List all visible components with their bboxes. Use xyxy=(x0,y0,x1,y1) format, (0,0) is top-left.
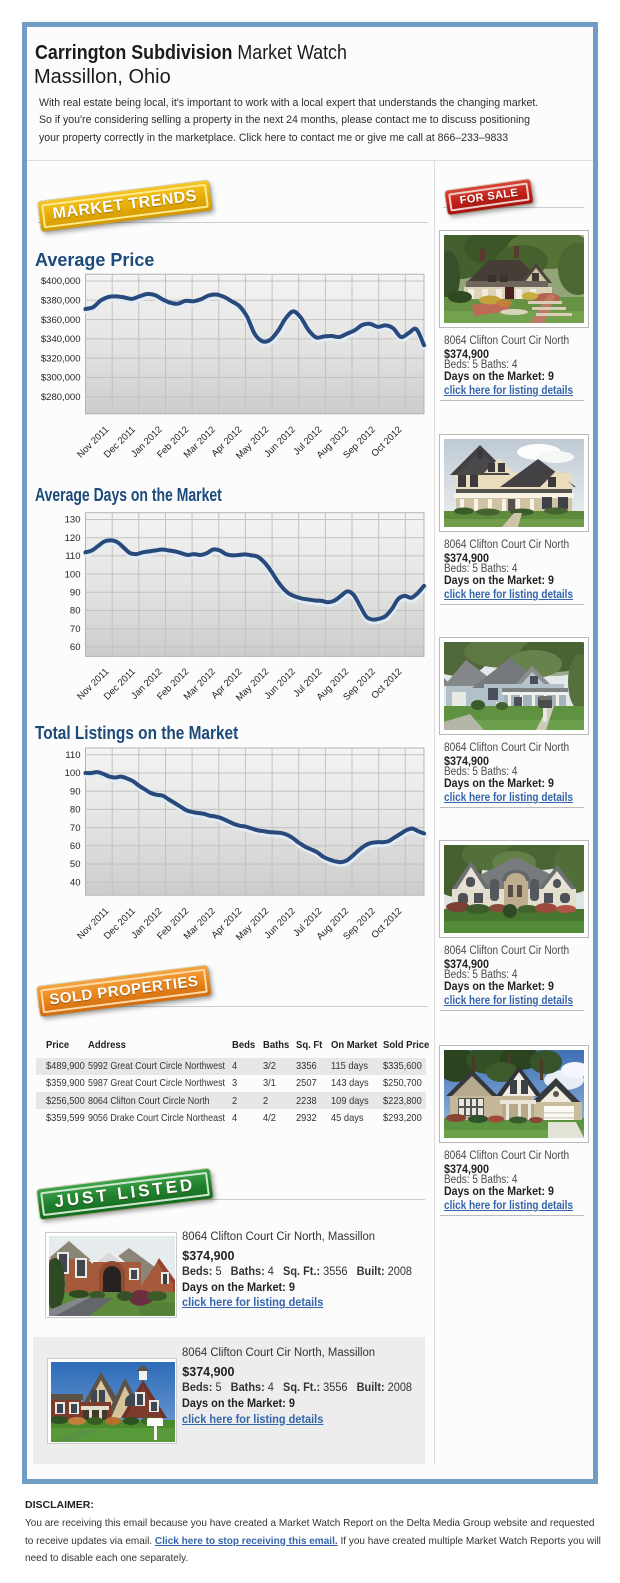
svg-text:100: 100 xyxy=(65,569,81,580)
svg-text:$380,000: $380,000 xyxy=(41,296,81,307)
svg-text:60: 60 xyxy=(70,841,81,852)
svg-text:80: 80 xyxy=(70,805,81,816)
svg-text:80: 80 xyxy=(70,606,81,617)
svg-text:$340,000: $340,000 xyxy=(41,334,81,345)
svg-text:$280,000: $280,000 xyxy=(41,392,81,403)
svg-text:70: 70 xyxy=(70,624,81,635)
svg-text:120: 120 xyxy=(65,533,81,544)
svg-text:110: 110 xyxy=(65,551,80,562)
svg-text:$400,000: $400,000 xyxy=(41,276,81,287)
svg-text:$300,000: $300,000 xyxy=(41,373,81,384)
svg-text:60: 60 xyxy=(70,642,81,653)
svg-text:100: 100 xyxy=(65,768,81,779)
svg-text:40: 40 xyxy=(70,877,81,888)
svg-text:$360,000: $360,000 xyxy=(41,315,81,326)
svg-text:90: 90 xyxy=(70,786,81,797)
svg-text:130: 130 xyxy=(65,515,81,526)
svg-text:50: 50 xyxy=(70,859,81,870)
svg-text:$320,000: $320,000 xyxy=(41,353,81,364)
svg-text:90: 90 xyxy=(70,588,81,599)
svg-text:110: 110 xyxy=(65,750,80,761)
svg-text:70: 70 xyxy=(70,823,81,834)
